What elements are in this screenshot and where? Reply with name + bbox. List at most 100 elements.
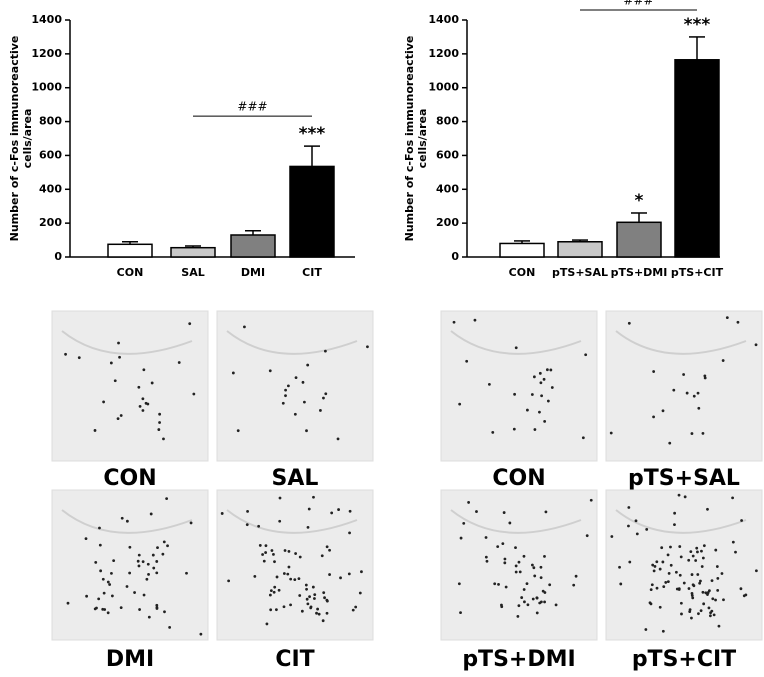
stained-cell	[706, 507, 709, 511]
stained-cell	[497, 582, 500, 586]
stained-cell	[118, 355, 121, 359]
stained-cell	[655, 586, 659, 590]
y-tick-label: 1000	[428, 81, 459, 94]
bracket-label: ###	[237, 100, 267, 114]
stained-cell	[272, 552, 275, 556]
stained-cell	[324, 349, 327, 353]
stained-cell	[701, 556, 705, 560]
stained-cell	[545, 368, 549, 372]
stained-cell	[306, 602, 310, 606]
stained-cell	[142, 368, 146, 372]
stained-cell	[687, 558, 691, 562]
stained-cell	[535, 596, 539, 600]
stained-cell	[539, 381, 543, 385]
stained-cell	[101, 607, 105, 611]
stained-cell	[697, 406, 701, 410]
stained-cell	[156, 546, 159, 549]
stained-cell	[320, 554, 324, 558]
stained-cell	[323, 596, 326, 600]
stained-cell	[627, 506, 631, 509]
stained-cell	[258, 544, 262, 547]
stained-cell	[734, 550, 737, 554]
stained-cell	[151, 553, 155, 557]
stained-cell	[701, 431, 705, 435]
stained-cell	[133, 591, 136, 594]
y-tick-label: 400	[39, 182, 62, 195]
significance-label: ***	[684, 15, 711, 35]
stained-cell	[516, 614, 520, 618]
bar	[230, 234, 276, 258]
x-tick-label: DMI	[241, 266, 265, 279]
stained-cell	[484, 555, 488, 559]
stained-cell	[711, 597, 715, 601]
stained-cell	[653, 565, 657, 568]
stained-cell	[308, 595, 311, 599]
stained-cell	[533, 428, 537, 431]
stained-cell	[525, 582, 529, 586]
stained-cell	[523, 600, 526, 604]
bar	[499, 242, 545, 258]
stained-cell	[113, 379, 117, 383]
stained-cell	[652, 415, 655, 419]
stained-cell	[679, 555, 683, 559]
tissue-contour	[450, 509, 582, 534]
stained-cell	[158, 412, 162, 416]
stained-cell	[84, 537, 88, 541]
stained-cell	[661, 409, 665, 413]
stained-cell	[649, 588, 653, 592]
stained-cell	[199, 632, 203, 636]
stained-cell	[138, 405, 142, 408]
stained-cell	[185, 571, 188, 575]
stained-cell	[660, 546, 664, 550]
stained-cell	[514, 546, 517, 550]
stained-cell	[689, 550, 693, 553]
stained-cell	[661, 560, 665, 564]
stained-cell	[458, 402, 462, 406]
stained-cell	[714, 598, 717, 602]
stained-cell	[687, 587, 691, 590]
stained-cell	[459, 611, 462, 615]
stained-cell	[287, 549, 291, 553]
stained-cell	[287, 565, 291, 569]
stained-cell	[360, 570, 363, 574]
tissue-contour	[61, 330, 193, 355]
stained-cell	[685, 391, 689, 395]
stained-cell	[721, 359, 725, 362]
y-tick-label: 0	[451, 250, 459, 263]
stained-cell	[282, 605, 286, 609]
micrograph-label: CON	[103, 466, 156, 491]
stained-cell	[710, 579, 714, 583]
stained-cell	[658, 605, 662, 609]
stained-cell	[679, 601, 683, 605]
stained-cell	[98, 543, 102, 547]
stained-cell	[540, 394, 544, 398]
stained-cell	[315, 611, 318, 615]
stained-cell	[325, 598, 329, 602]
stained-cell	[504, 585, 508, 589]
stained-cell	[754, 569, 758, 573]
stained-cell	[695, 546, 699, 550]
stained-cell	[282, 572, 286, 575]
stained-cell	[236, 429, 240, 433]
stained-cell	[520, 596, 524, 599]
stained-cell	[273, 585, 277, 589]
stained-cell	[706, 593, 709, 596]
stained-cell	[526, 408, 529, 412]
stained-cell	[328, 573, 331, 576]
y-tick-label: 1400	[31, 13, 62, 26]
stained-cell	[322, 396, 325, 400]
stained-cell	[589, 498, 593, 502]
stained-cell	[77, 356, 81, 360]
stained-cell	[348, 509, 352, 513]
stained-cell	[707, 589, 711, 593]
stained-cell	[584, 353, 588, 357]
stained-cell	[106, 611, 110, 615]
bar	[557, 241, 603, 258]
stained-cell	[268, 593, 272, 597]
stained-cell	[278, 519, 282, 523]
stained-cell	[720, 572, 724, 575]
stained-cell	[543, 600, 546, 604]
stained-cell	[530, 393, 534, 396]
stained-cell	[703, 374, 707, 378]
